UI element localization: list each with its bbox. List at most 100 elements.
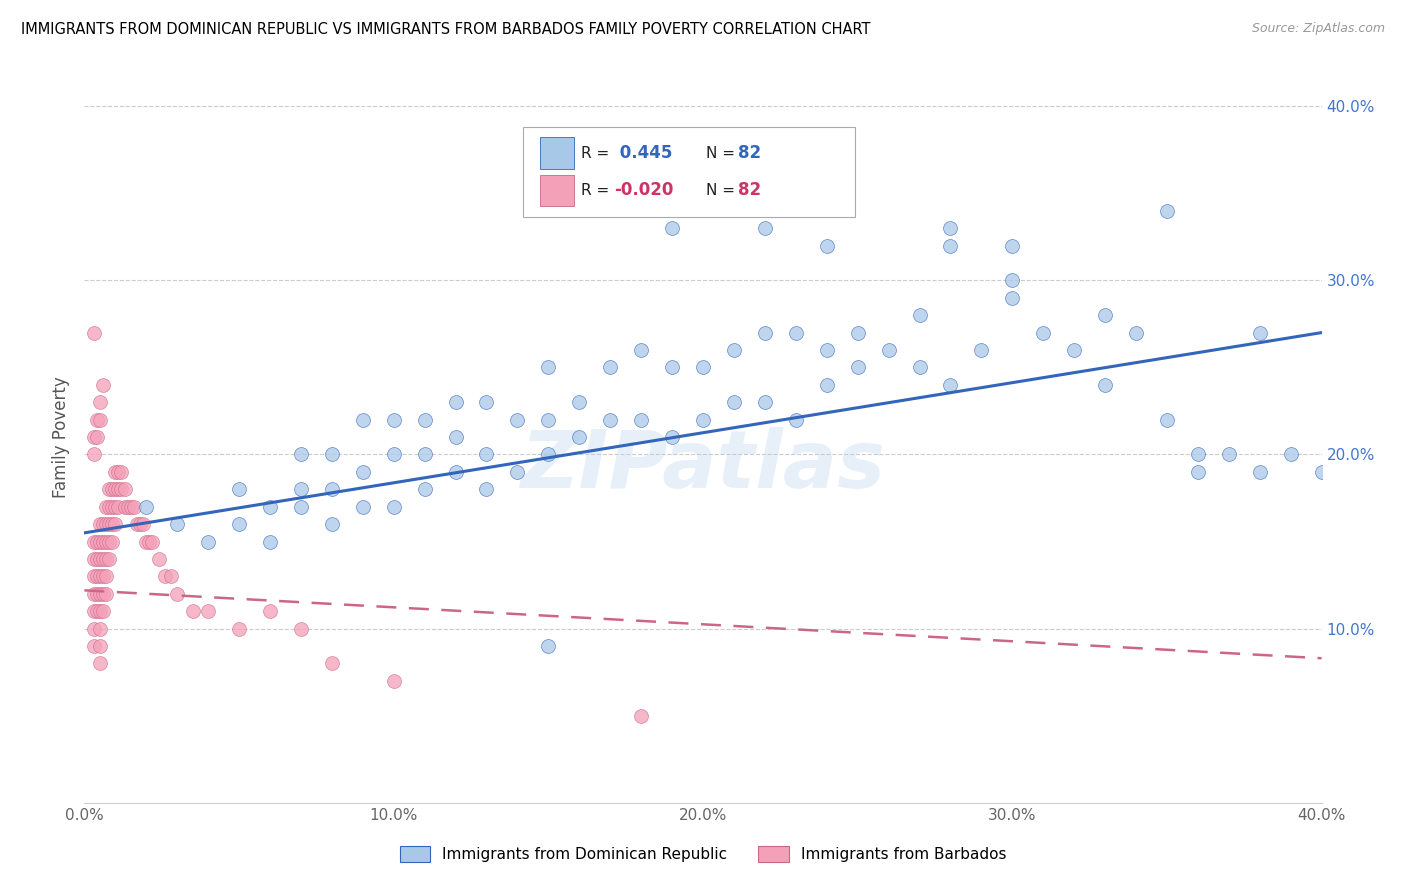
Point	[228, 483, 250, 497]
Point	[939, 377, 962, 392]
Point	[1001, 273, 1024, 287]
Point	[1187, 448, 1209, 462]
Point	[153, 569, 176, 583]
Point	[290, 500, 312, 514]
Point	[1001, 291, 1024, 305]
Point	[166, 517, 188, 532]
Point	[537, 639, 560, 653]
Point	[89, 587, 111, 601]
Point	[86, 412, 108, 426]
Point	[104, 500, 127, 514]
Point	[692, 360, 714, 375]
Point	[107, 465, 129, 479]
Point	[89, 534, 111, 549]
Point	[101, 534, 124, 549]
Point	[228, 517, 250, 532]
Point	[129, 517, 152, 532]
Point	[94, 500, 117, 514]
Point	[104, 517, 127, 532]
Point	[91, 377, 114, 392]
Point	[506, 465, 529, 479]
Point	[117, 500, 139, 514]
Point	[1279, 448, 1302, 462]
Point	[83, 326, 105, 340]
Point	[98, 500, 121, 514]
Point	[815, 377, 838, 392]
Text: -0.020: -0.020	[614, 181, 673, 199]
Point	[475, 448, 498, 462]
Text: R =: R =	[581, 183, 614, 198]
Point	[630, 343, 652, 357]
Point	[970, 343, 993, 357]
Point	[89, 569, 111, 583]
Point	[1187, 465, 1209, 479]
Point	[259, 534, 281, 549]
Text: 0.445: 0.445	[614, 145, 673, 162]
Point	[94, 534, 117, 549]
Y-axis label: Family Poverty: Family Poverty	[52, 376, 70, 498]
Point	[506, 412, 529, 426]
Point	[382, 673, 405, 688]
Point	[630, 708, 652, 723]
Point	[599, 186, 621, 201]
Point	[785, 326, 807, 340]
Point	[83, 604, 105, 618]
Point	[104, 465, 127, 479]
Legend: Immigrants from Dominican Republic, Immigrants from Barbados: Immigrants from Dominican Republic, Immi…	[394, 840, 1012, 868]
Text: N =: N =	[706, 183, 740, 198]
Point	[475, 395, 498, 409]
Point	[110, 465, 132, 479]
Point	[754, 221, 776, 235]
Point	[321, 448, 343, 462]
Point	[599, 412, 621, 426]
Point	[382, 412, 405, 426]
Point	[1094, 308, 1116, 322]
Point	[83, 448, 105, 462]
Point	[661, 221, 683, 235]
Point	[122, 500, 145, 514]
Point	[815, 238, 838, 252]
Point	[91, 534, 114, 549]
Point	[86, 430, 108, 444]
Point	[568, 395, 591, 409]
Point	[148, 552, 170, 566]
Point	[86, 604, 108, 618]
Point	[94, 552, 117, 566]
Point	[723, 343, 745, 357]
Point	[290, 483, 312, 497]
Point	[94, 517, 117, 532]
Point	[104, 483, 127, 497]
Point	[89, 412, 111, 426]
Point	[754, 395, 776, 409]
Point	[135, 534, 157, 549]
Point	[91, 569, 114, 583]
Point	[83, 534, 105, 549]
Point	[846, 326, 869, 340]
Point	[382, 448, 405, 462]
Point	[661, 360, 683, 375]
Point	[599, 360, 621, 375]
Point	[110, 483, 132, 497]
Point	[568, 430, 591, 444]
Point	[692, 412, 714, 426]
Point	[815, 343, 838, 357]
Point	[259, 500, 281, 514]
Point	[120, 500, 142, 514]
Point	[630, 412, 652, 426]
Point	[132, 517, 155, 532]
Point	[352, 500, 374, 514]
Point	[1032, 326, 1054, 340]
Point	[98, 534, 121, 549]
Point	[1094, 377, 1116, 392]
Point	[160, 569, 183, 583]
Point	[444, 430, 467, 444]
Point	[86, 552, 108, 566]
Point	[83, 587, 105, 601]
Point	[141, 534, 163, 549]
Point	[1063, 343, 1085, 357]
Point	[89, 604, 111, 618]
Point	[101, 500, 124, 514]
Point	[537, 448, 560, 462]
Point	[89, 395, 111, 409]
Point	[908, 360, 931, 375]
